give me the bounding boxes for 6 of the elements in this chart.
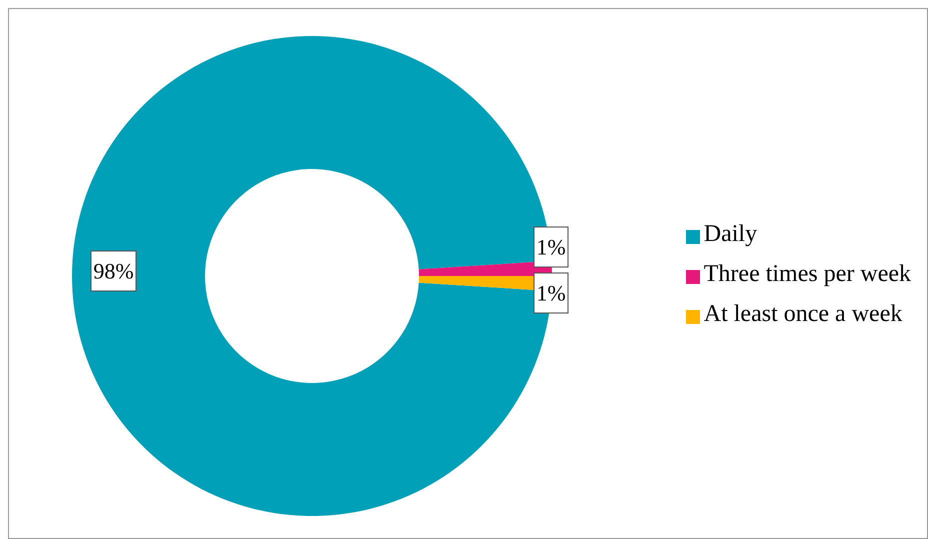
legend-label: Three times per week [704,260,911,286]
data-label: 1% [536,234,566,260]
legend-label: At least once a week [704,300,902,326]
data-label: 1% [536,280,566,306]
data-label: 98% [93,258,134,284]
legend-label: Daily [704,220,758,246]
